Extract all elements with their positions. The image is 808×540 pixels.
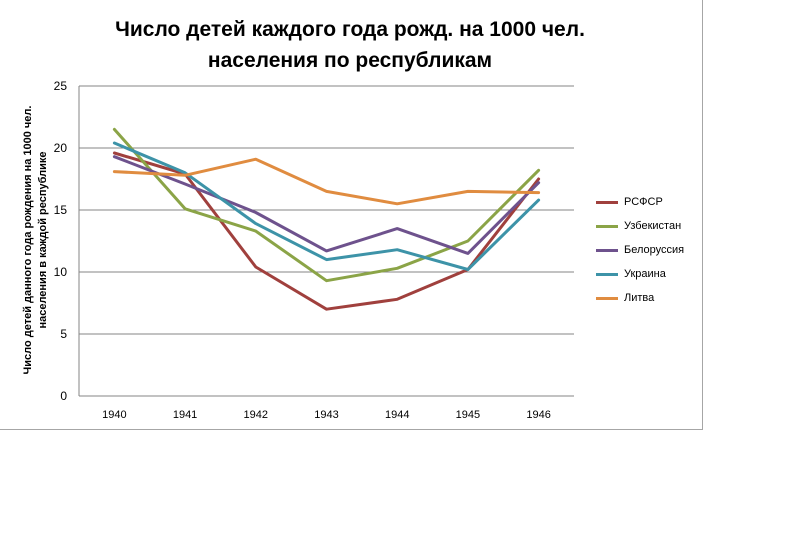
legend-item: Белоруссия [596, 238, 684, 262]
legend-swatch [596, 224, 618, 228]
legend-label: Узбекистан [624, 220, 682, 232]
legend: РСФСР Узбекистан Белоруссия Украина Литва [596, 190, 684, 310]
x-tick-label: 1942 [244, 409, 268, 421]
chart-title: Число детей каждого года рожд. на 1000 ч… [60, 14, 640, 76]
y-tick-label: 5 [60, 327, 67, 341]
x-tick-label: 1945 [456, 409, 480, 421]
y-axis-label-container: Число детей данного года рождения на 100… [16, 90, 56, 390]
y-tick-label: 25 [54, 79, 68, 93]
legend-swatch [596, 296, 618, 300]
legend-label: Белоруссия [624, 244, 685, 256]
legend-label: РСФСР [624, 196, 663, 208]
series-lines [112, 127, 541, 311]
y-tick-label: 0 [60, 389, 67, 403]
y-tick-label: 10 [54, 265, 68, 279]
series-line-1 [112, 127, 541, 283]
plot-area: 0 5 10 15 20 25 1940 1941 1942 1943 1944 1945 1946 [54, 79, 574, 421]
y-tick-label: 20 [54, 141, 68, 155]
legend-item: Литва [596, 286, 684, 310]
series-line-2 [112, 155, 541, 255]
chart-area: Число детей каждого года рожд. на 1000 ч… [0, 0, 703, 430]
legend-label: Литва [624, 292, 655, 304]
x-tick-label: 1943 [314, 409, 338, 421]
chart-title-line-2: населения по республикам [207, 49, 493, 72]
legend-swatch [596, 200, 618, 204]
x-axis-ticks: 1940 1941 1942 1943 1944 1945 1946 [102, 409, 551, 421]
y-tick-label: 15 [54, 203, 68, 217]
legend-item: Узбекистан [596, 214, 684, 238]
x-tick-label: 1940 [102, 409, 126, 421]
legend-swatch [596, 248, 618, 252]
x-tick-label: 1944 [385, 409, 409, 421]
legend-swatch [596, 272, 618, 276]
y-axis-ticks: 0 5 10 15 20 25 [54, 79, 68, 403]
series-line-3 [112, 141, 541, 271]
x-tick-label: 1941 [173, 409, 197, 421]
legend-label: Украина [624, 268, 666, 280]
series-line-4 [112, 157, 541, 206]
chart-title-line-1: Число детей каждого года рожд. на 1000 ч… [115, 18, 585, 41]
y-axis-label: Число детей данного года рождения на 100… [22, 105, 49, 375]
legend-item: Украина [596, 262, 684, 286]
gridlines [78, 85, 574, 397]
legend-item: РСФСР [596, 190, 684, 214]
x-tick-label: 1946 [526, 409, 550, 421]
